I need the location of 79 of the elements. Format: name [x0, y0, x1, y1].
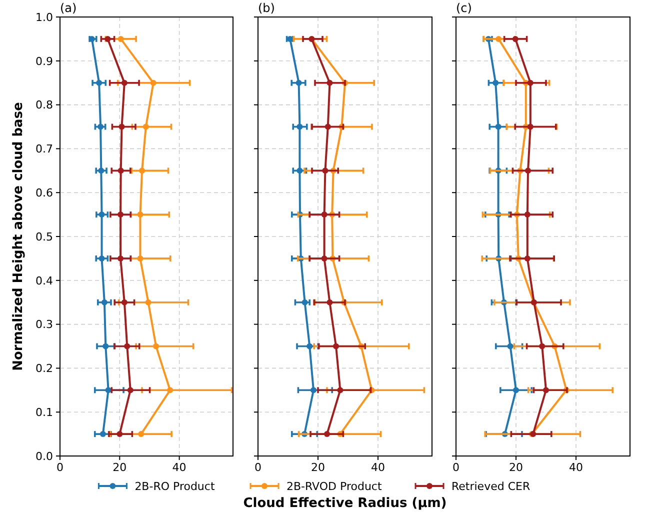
x-tick-label: 40 — [172, 461, 186, 474]
point — [296, 168, 303, 174]
point — [513, 387, 519, 394]
point — [137, 255, 144, 262]
y-tick-label: 0.4 — [36, 274, 53, 288]
point — [101, 299, 108, 306]
point — [321, 212, 328, 218]
legend-label: 2B-RO Product — [134, 480, 216, 493]
y-tick-label: 1.0 — [36, 10, 53, 24]
point — [118, 168, 124, 174]
point — [150, 80, 156, 86]
x-tick-label: 20 — [112, 461, 127, 474]
point — [98, 168, 104, 174]
point — [137, 212, 144, 218]
x-tick-label: 20 — [509, 461, 523, 474]
point — [167, 387, 174, 394]
point — [321, 255, 328, 262]
point — [326, 299, 333, 306]
point — [539, 343, 546, 350]
point — [527, 80, 534, 86]
point — [139, 168, 146, 174]
point — [145, 299, 152, 306]
point — [98, 255, 105, 262]
point — [524, 212, 530, 218]
point — [296, 124, 303, 130]
point — [333, 343, 339, 350]
y-tick-label: 0.8 — [36, 98, 53, 112]
point — [138, 431, 144, 438]
point — [525, 168, 531, 174]
legend-label: Retrieved CER — [452, 480, 530, 493]
legend-label: 2B-RVOD Product — [286, 480, 382, 493]
point — [302, 299, 308, 306]
chart-title: (b) — [258, 1, 275, 15]
y-tick-label: 0.3 — [36, 318, 53, 332]
point — [100, 431, 106, 438]
point — [118, 36, 124, 42]
point — [142, 124, 149, 130]
point — [98, 124, 104, 130]
point — [492, 80, 499, 86]
point — [121, 80, 128, 86]
y-tick-label: 0.1 — [36, 406, 53, 419]
point — [121, 299, 128, 306]
x-tick-label: 0 — [452, 461, 460, 474]
point — [116, 431, 123, 438]
x-tick-label: 40 — [569, 461, 583, 474]
y-tick-label: 0.6 — [36, 186, 53, 200]
point — [543, 387, 549, 394]
y-tick-label: 0.2 — [36, 362, 53, 376]
x-tick-label: 20 — [311, 461, 325, 474]
point — [310, 387, 316, 394]
point — [337, 387, 344, 394]
y-tick-label: 0.5 — [36, 230, 53, 244]
x-axis-title: Cloud Effective Radius (μm) — [243, 496, 447, 511]
chart-title: (a) — [60, 1, 77, 15]
point — [153, 343, 160, 350]
point — [98, 212, 105, 218]
chart-title: (c) — [456, 1, 472, 15]
y-tick-label: 0.7 — [36, 142, 53, 156]
point — [496, 36, 502, 42]
point — [118, 255, 124, 262]
point — [324, 124, 331, 130]
point — [102, 343, 109, 350]
x-tick-label: 0 — [56, 461, 64, 474]
point — [322, 168, 328, 174]
point — [96, 80, 102, 86]
point — [296, 80, 302, 86]
x-tick-label: 0 — [254, 461, 262, 474]
point — [527, 124, 534, 130]
point — [124, 343, 130, 350]
point — [118, 124, 125, 130]
x-tick-label: 40 — [371, 461, 385, 474]
point — [495, 124, 502, 130]
point — [127, 387, 134, 394]
point — [324, 431, 330, 438]
y-axis-title: Normalized Height above cloud base — [11, 102, 26, 371]
y-tick-label: 0.0 — [36, 450, 53, 463]
y-tick-label: 0.9 — [36, 54, 53, 68]
point — [524, 255, 530, 262]
point — [118, 212, 124, 218]
